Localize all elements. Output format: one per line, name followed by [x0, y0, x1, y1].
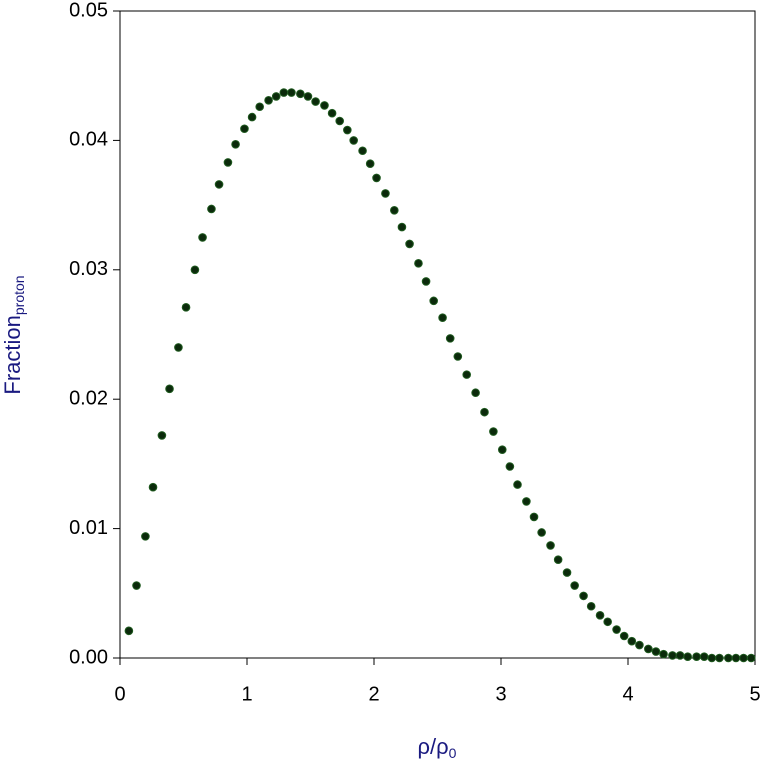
point [157, 431, 167, 440]
point [603, 617, 612, 627]
point [271, 92, 281, 101]
point [287, 88, 296, 97]
plot-frame [119, 10, 756, 659]
x-axis-title-main: ρ/ρ [418, 734, 449, 759]
point [619, 631, 629, 641]
y-axis-title-sub: proton [11, 275, 27, 315]
point [365, 159, 375, 168]
point [570, 581, 579, 590]
point [445, 334, 455, 343]
point [421, 277, 431, 286]
point [537, 528, 546, 537]
point [181, 303, 191, 312]
point [372, 173, 381, 183]
y-tick-label: 0.00 [69, 646, 108, 668]
point [627, 636, 637, 646]
point [414, 259, 423, 268]
point [724, 653, 733, 663]
point [343, 125, 352, 135]
point [349, 136, 358, 145]
point [612, 625, 621, 634]
x-axis-title-sub: 0 [449, 745, 457, 761]
point [214, 180, 224, 189]
point [358, 146, 367, 156]
point [579, 591, 588, 601]
point [553, 555, 563, 564]
point [264, 95, 273, 105]
x-tick-label: 3 [495, 683, 506, 705]
y-axis-title: Fractionproton [0, 275, 27, 394]
point [731, 653, 741, 663]
point [255, 102, 265, 112]
point [513, 480, 522, 489]
point [165, 384, 174, 394]
point [699, 652, 709, 662]
point [668, 651, 677, 660]
y-tick-label: 0.02 [69, 387, 108, 409]
point [453, 352, 463, 361]
point [397, 222, 407, 232]
point [707, 653, 717, 663]
point [231, 139, 240, 149]
point [303, 92, 313, 101]
point [675, 651, 685, 660]
y-axis-title-main: Fraction [0, 315, 25, 394]
point [497, 445, 507, 454]
point [247, 112, 257, 122]
point [429, 296, 438, 306]
point [651, 647, 661, 656]
point [595, 610, 605, 620]
point [529, 512, 539, 522]
point [198, 233, 207, 242]
point [190, 265, 200, 275]
y-tick-label: 0.05 [69, 0, 108, 21]
point [480, 407, 489, 417]
point [335, 116, 345, 126]
point [296, 89, 305, 99]
point [223, 158, 233, 167]
point [124, 626, 134, 636]
point [174, 343, 183, 352]
point [279, 88, 289, 97]
point [715, 653, 724, 663]
point [635, 640, 644, 650]
x-tick-label: 0 [114, 683, 125, 705]
point [489, 427, 498, 436]
y-tick-label: 0.04 [69, 129, 108, 151]
point [240, 124, 249, 134]
point [405, 239, 414, 249]
point [327, 108, 337, 118]
point [739, 653, 748, 663]
point [644, 644, 653, 654]
point [683, 652, 692, 662]
y-tick-label: 0.03 [69, 258, 108, 280]
point [381, 189, 390, 198]
point [132, 581, 141, 590]
point [462, 370, 472, 379]
point [546, 541, 555, 550]
x-axis-title: ρ/ρ0 [418, 734, 457, 761]
point [207, 204, 216, 214]
point [659, 649, 668, 659]
x-tick-label: 4 [622, 683, 633, 705]
point [692, 652, 701, 662]
point [141, 532, 150, 541]
point [471, 388, 480, 398]
point [438, 313, 447, 322]
point [522, 497, 531, 506]
point [586, 601, 596, 611]
point [320, 101, 329, 110]
x-tick-label: 5 [749, 683, 760, 705]
x-tick-label: 2 [368, 683, 379, 705]
point [746, 653, 756, 663]
point [562, 568, 572, 577]
y-tick-label: 0.01 [69, 517, 108, 539]
x-tick-label: 1 [241, 683, 252, 705]
point [148, 482, 158, 492]
point [311, 97, 320, 106]
point [505, 462, 515, 471]
point [390, 205, 399, 215]
